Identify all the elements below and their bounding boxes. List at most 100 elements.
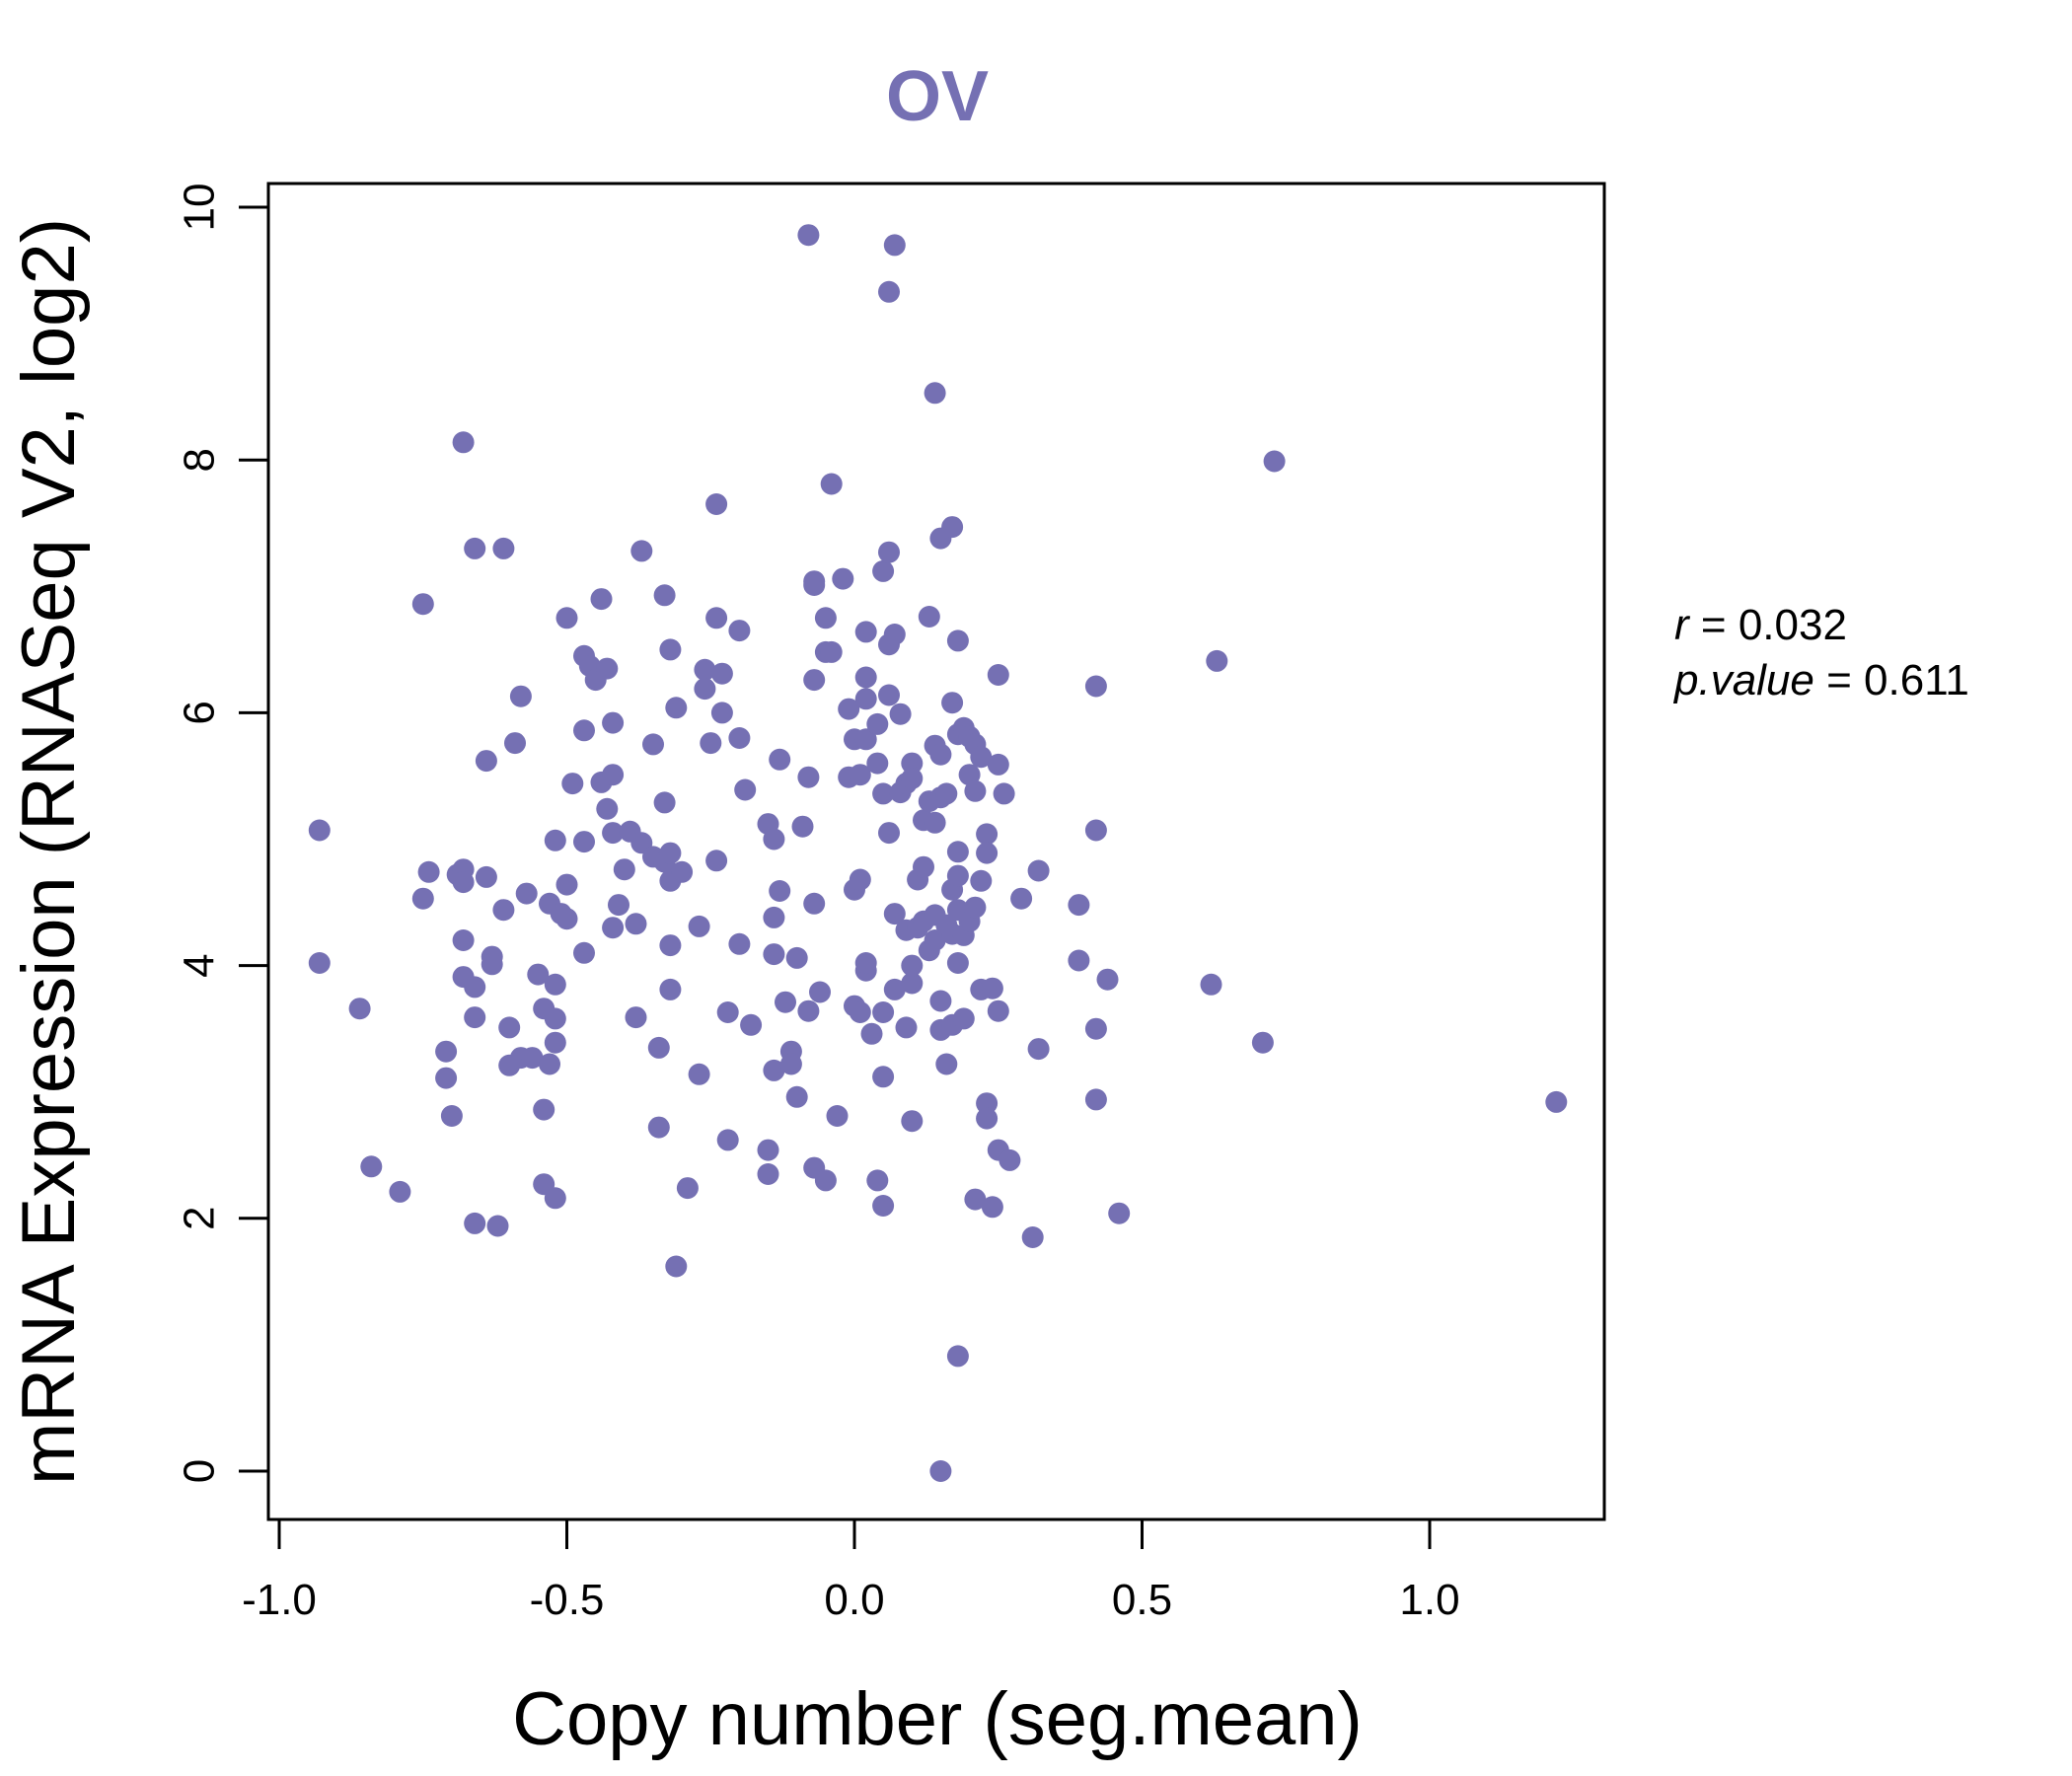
data-point [475, 750, 497, 773]
data-point [946, 952, 969, 974]
data-point [527, 963, 550, 986]
data-point [878, 280, 900, 303]
data-point [935, 1053, 958, 1075]
data-point [946, 864, 969, 887]
data-point [521, 1047, 544, 1070]
data-point [889, 703, 912, 725]
data-point [602, 917, 625, 939]
data-point [360, 1155, 383, 1178]
data-point [464, 976, 486, 999]
data-point [481, 953, 503, 976]
data-point [539, 1053, 560, 1075]
data-point [854, 728, 877, 751]
data-point [573, 719, 595, 742]
data-point [1200, 973, 1222, 996]
data-point [452, 431, 475, 454]
data-point [872, 1195, 895, 1217]
x-tick-label: 1.0 [1399, 1576, 1459, 1624]
data-point [625, 913, 647, 935]
data-point [987, 664, 1009, 686]
data-point [389, 1180, 411, 1203]
data-point [486, 1215, 509, 1237]
data-point [411, 887, 434, 910]
data-point [705, 493, 728, 515]
data-point [929, 743, 952, 766]
data-point [440, 1105, 463, 1127]
data-points [308, 224, 1568, 1482]
data-point [728, 932, 751, 955]
y-tick-label: 6 [176, 701, 224, 724]
data-point [464, 1212, 486, 1234]
data-point [883, 624, 906, 645]
data-point [854, 952, 877, 974]
data-point [700, 732, 722, 755]
data-point [533, 1098, 555, 1121]
data-point [1068, 894, 1090, 917]
data-point [676, 1177, 699, 1200]
data-point [602, 822, 625, 845]
data-point [515, 882, 538, 905]
data-point [590, 588, 613, 611]
data-point [705, 850, 728, 872]
data-point [872, 1001, 895, 1023]
data-point [659, 978, 682, 1000]
p-symbol: p.value [1672, 656, 1814, 704]
data-point [769, 880, 791, 902]
data-point [716, 1001, 739, 1023]
data-point [728, 727, 751, 749]
data-point [647, 1116, 670, 1139]
data-point [826, 1105, 849, 1127]
data-point [895, 1016, 918, 1039]
data-point [803, 669, 826, 692]
data-point [308, 819, 331, 842]
data-point [976, 1092, 999, 1115]
data-point [878, 541, 900, 563]
data-point [348, 998, 371, 1020]
data-point [475, 865, 497, 888]
data-point [946, 1345, 969, 1368]
data-point [993, 782, 1015, 805]
data-point [854, 666, 877, 689]
data-point [976, 1107, 999, 1130]
data-point [987, 753, 1009, 776]
data-point [929, 1460, 952, 1482]
x-tick-label: 0.0 [824, 1576, 884, 1624]
data-point [464, 537, 486, 559]
data-point [642, 733, 664, 756]
data-point [728, 620, 751, 642]
data-point [849, 868, 871, 891]
data-point [791, 815, 814, 838]
p-equals: = [1814, 656, 1864, 704]
data-point [929, 990, 952, 1012]
data-point [659, 934, 682, 957]
data-point [740, 1013, 763, 1036]
data-point [809, 981, 831, 1003]
data-point [964, 779, 987, 802]
data-point [878, 822, 900, 845]
data-point [941, 692, 964, 714]
data-point [946, 841, 969, 863]
r-equals: = [1689, 601, 1739, 649]
data-point [596, 797, 619, 820]
plot-frame [266, 182, 1606, 1521]
data-point [924, 929, 946, 951]
data-point [779, 1053, 802, 1075]
y-tick-label: 4 [176, 953, 224, 977]
x-tick-label: 0.5 [1112, 1576, 1172, 1624]
data-point [901, 768, 924, 789]
data-point [866, 752, 889, 775]
data-point [814, 1169, 837, 1192]
data-point [544, 1007, 566, 1030]
chart-title: OV [886, 57, 989, 136]
data-point [435, 1067, 458, 1089]
data-point [913, 855, 934, 878]
data-point [452, 929, 475, 951]
data-point [688, 915, 710, 937]
data-point [999, 1148, 1021, 1171]
p-value: 0.611 [1864, 656, 1969, 704]
data-point [981, 1196, 1003, 1219]
data-point [976, 823, 999, 846]
y-axis-label: mRNA Expression (RNASeq V2, log2) [7, 218, 91, 1485]
data-point [935, 782, 958, 805]
